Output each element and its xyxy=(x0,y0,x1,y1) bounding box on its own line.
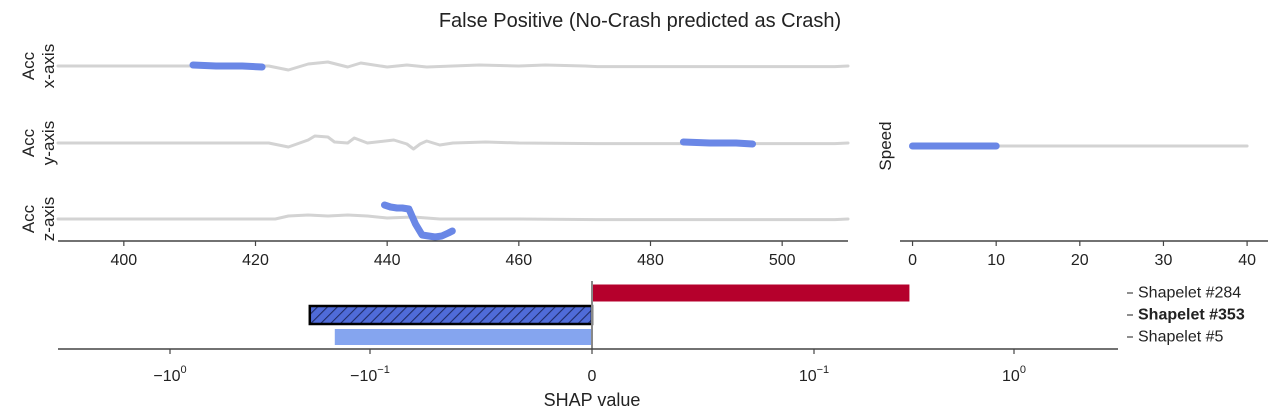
x-tick-label: −10−1 xyxy=(350,364,390,385)
tick-base: 0 xyxy=(588,368,597,385)
tick-base: 10 xyxy=(1002,368,1020,385)
ylabel-line: x-axis xyxy=(39,44,58,88)
ylabel-line: y-axis xyxy=(39,121,58,165)
x-tick-label: 30 xyxy=(1155,252,1173,269)
x-tick-label: 10−1 xyxy=(799,364,829,385)
x-tick-label: 420 xyxy=(242,252,269,269)
tick-exponent: −1 xyxy=(817,364,830,376)
tick-base: 10 xyxy=(799,368,817,385)
tick-exponent: 0 xyxy=(1020,364,1026,376)
x-tick-label: 100 xyxy=(1002,364,1026,385)
category-label: Shapelet #5 xyxy=(1138,329,1224,346)
shapelet-line xyxy=(381,201,456,241)
x-tick-label: 460 xyxy=(505,252,532,269)
speed-panel: Speed 0 10 20 30 40 xyxy=(876,121,1268,269)
row-ylabel: Accz-axis xyxy=(19,197,58,241)
row-ylabel: Accx-axis xyxy=(19,44,58,88)
ylabel-line: Acc xyxy=(19,128,38,157)
tick-exponent: −1 xyxy=(377,364,390,376)
tick-exponent: 0 xyxy=(181,364,187,376)
x-tick-label: 480 xyxy=(637,252,664,269)
signal-line xyxy=(56,60,850,72)
signal-line xyxy=(56,213,850,222)
chart-title: False Positive (No-Crash predicted as Cr… xyxy=(439,10,841,32)
shap-bar xyxy=(592,284,910,302)
shapelet-line xyxy=(679,138,756,148)
tick-base: −10 xyxy=(153,368,180,385)
x-tick-label: 0 xyxy=(908,252,917,269)
x-tick-label: 20 xyxy=(1071,252,1089,269)
category-label: Shapelet #353 xyxy=(1138,307,1245,324)
x-tick-label: 10 xyxy=(987,252,1005,269)
row-ylabel: Accy-axis xyxy=(19,121,58,165)
shap-bar xyxy=(308,304,594,326)
x-tick-label: 400 xyxy=(110,252,137,269)
ylabel-line: z-axis xyxy=(39,197,58,241)
x-axis-label: SHAP value xyxy=(544,390,641,410)
x-tick-label: 40 xyxy=(1238,252,1256,269)
shap-bar xyxy=(334,329,592,345)
ylabel-line: Acc xyxy=(19,204,38,233)
tick-base: −10 xyxy=(350,368,377,385)
category-label: Shapelet #284 xyxy=(1138,285,1241,302)
speed-ylabel: Speed xyxy=(876,121,895,170)
x-tick-label: 440 xyxy=(374,252,401,269)
x-tick-label: 0 xyxy=(588,368,597,385)
x-tick-label: 500 xyxy=(769,252,796,269)
ylabel-line: Acc xyxy=(19,51,38,80)
x-tick-label: −100 xyxy=(153,364,186,385)
shapelet-line xyxy=(189,61,266,71)
